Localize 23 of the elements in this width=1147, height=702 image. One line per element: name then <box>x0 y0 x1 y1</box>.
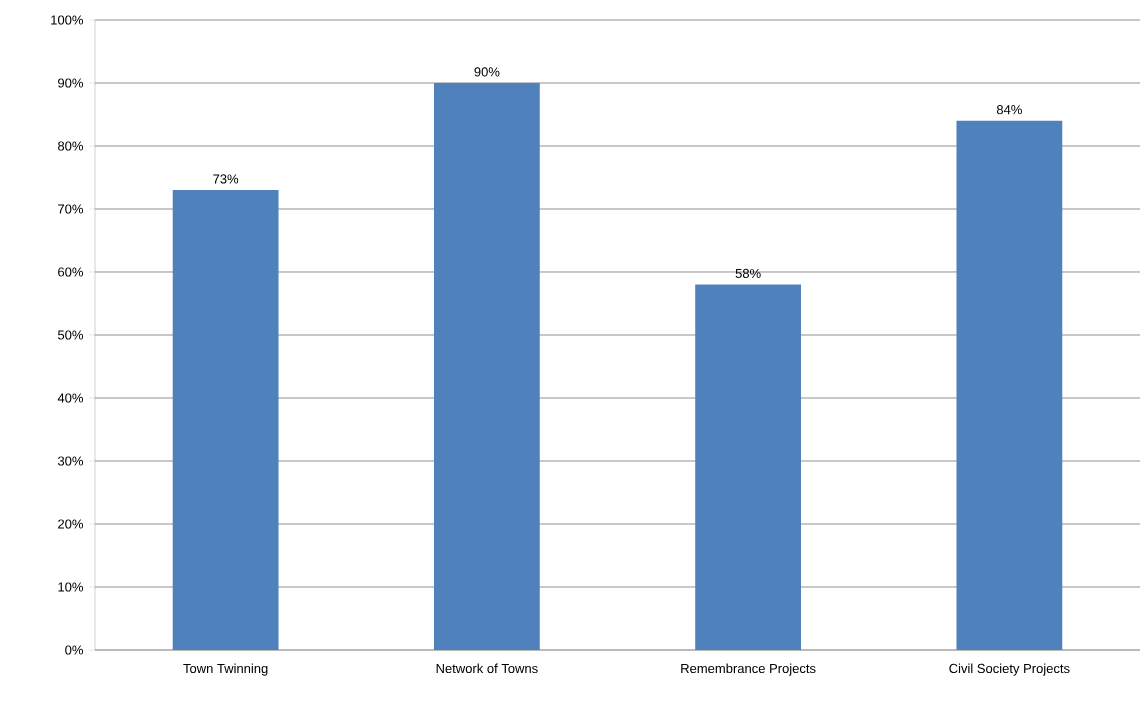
y-tick-label: 20% <box>58 519 84 529</box>
x-tick-label: Civil Society Projects <box>949 663 1070 676</box>
x-tick-label: Town Twinning <box>183 663 268 676</box>
data-label: 90% <box>474 67 500 77</box>
data-label: 73% <box>213 174 239 184</box>
y-tick-label: 30% <box>57 456 84 466</box>
y-tick-label: 80% <box>58 141 84 151</box>
y-tick-label: 0% <box>65 645 84 655</box>
x-tick-label: Network of Towns <box>436 663 538 674</box>
data-label: 58% <box>735 268 761 279</box>
bar <box>172 190 279 650</box>
bar <box>695 284 802 650</box>
bar <box>956 120 1063 650</box>
y-tick-label: 70% <box>58 204 84 214</box>
y-tick-label: 40% <box>57 393 84 403</box>
x-tick-label: Remembrance Projects <box>681 663 816 676</box>
y-tick-label: 90% <box>58 78 84 88</box>
y-tick-label: 100% <box>51 15 84 25</box>
data-label: 84% <box>996 105 1022 115</box>
y-tick-label: 50% <box>57 330 84 340</box>
bar <box>433 83 540 650</box>
y-tick-label: 60% <box>58 267 84 277</box>
y-tick-label: 10% <box>58 582 84 592</box>
